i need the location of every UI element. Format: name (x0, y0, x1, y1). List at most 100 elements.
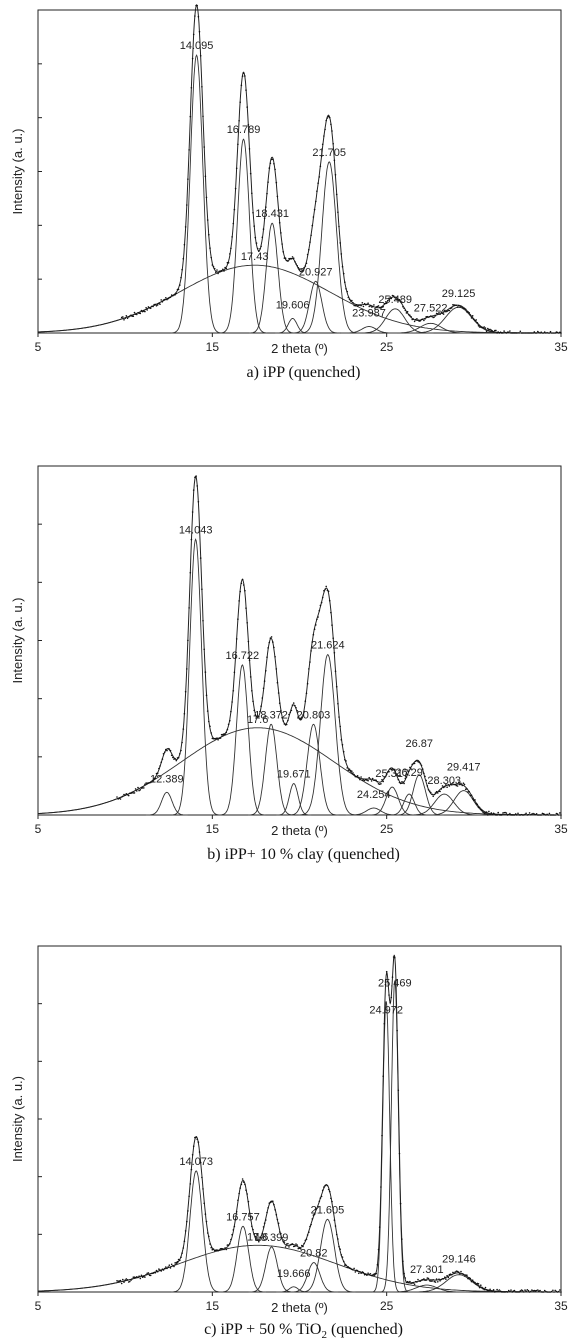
data-point (301, 269, 303, 271)
data-point (289, 711, 292, 714)
data-point (299, 718, 302, 720)
data-point (447, 783, 450, 786)
data-point (149, 781, 152, 784)
data-point (190, 538, 193, 541)
data-point (217, 272, 219, 275)
peak-label: 24.972 (369, 1004, 403, 1016)
data-point (401, 301, 403, 303)
data-point (524, 332, 526, 334)
data-point (417, 760, 419, 763)
data-point (471, 315, 474, 317)
data-point (151, 305, 153, 308)
data-point (287, 260, 289, 262)
data-point (319, 604, 322, 607)
data-point (439, 790, 441, 793)
data-point (496, 332, 498, 334)
data-point (305, 692, 308, 695)
data-point (523, 1291, 525, 1293)
data-point (516, 814, 518, 816)
data-point (301, 716, 303, 718)
data-point (540, 1291, 542, 1293)
data-point (147, 1272, 150, 1274)
data-point (403, 307, 405, 310)
data-point (137, 786, 139, 789)
data-point (462, 1273, 465, 1276)
data-point (295, 1243, 297, 1245)
data-point (149, 307, 152, 310)
data-point (305, 262, 308, 265)
panel-caption: b) iPP+ 10 % clay (quenched) (207, 846, 400, 863)
data-point (348, 768, 351, 770)
data-point (491, 1290, 494, 1292)
x-tick-label: 15 (206, 822, 220, 836)
data-point (125, 793, 128, 795)
peak-label: 14.095 (180, 40, 214, 52)
data-point (499, 331, 502, 334)
data-point (549, 814, 552, 816)
peak-label: 19.606 (276, 299, 310, 311)
data-point (421, 1278, 424, 1281)
data-point (339, 242, 342, 244)
data-point (560, 332, 562, 334)
data-point (189, 115, 192, 118)
data-point (197, 501, 200, 503)
peak-label: 23.987 (352, 308, 386, 320)
data-point (330, 1197, 332, 1200)
data-point (116, 1280, 118, 1282)
data-point (442, 313, 445, 315)
data-point (155, 772, 158, 775)
data-point (468, 312, 471, 314)
fitted-peak (276, 783, 312, 816)
data-point (513, 1289, 516, 1292)
data-point (394, 957, 396, 959)
fitted-peak (288, 723, 339, 816)
data-point (211, 1248, 214, 1251)
data-point (297, 715, 300, 718)
data-point (434, 315, 437, 317)
data-point (129, 1280, 131, 1283)
data-point (292, 702, 295, 704)
data-point (330, 123, 332, 126)
data-point (154, 303, 157, 306)
data-point (306, 1234, 309, 1236)
data-point (288, 257, 290, 260)
data-point (273, 1203, 275, 1206)
data-point (487, 814, 489, 816)
data-point (249, 676, 252, 678)
data-point (270, 158, 273, 161)
data-point (216, 737, 218, 739)
halo-label: 17.6 (247, 714, 268, 726)
data-point (396, 1029, 398, 1032)
data-point (263, 680, 266, 682)
data-point (520, 332, 523, 334)
data-point (141, 1276, 144, 1278)
data-point (197, 15, 200, 18)
data-point (285, 259, 288, 262)
xrd-panel-3: 5 15 25 35 2 theta (º) Intensity (a. u.) c) iP… (10, 945, 568, 1341)
data-point (263, 217, 266, 220)
data-point (405, 776, 408, 778)
data-point (197, 1141, 200, 1143)
data-point (375, 306, 378, 308)
data-point (117, 1280, 119, 1282)
data-point (186, 668, 188, 670)
data-point (192, 1145, 195, 1147)
data-point (503, 1291, 505, 1293)
data-point (339, 725, 342, 728)
data-point (516, 332, 518, 334)
fitted-peak (388, 793, 431, 816)
data-point (240, 84, 243, 87)
data-point (359, 1270, 361, 1273)
data-point (309, 661, 311, 663)
data-point (507, 331, 510, 334)
data-point (438, 312, 440, 314)
data-point (533, 331, 536, 333)
data-point (494, 813, 496, 815)
data-point (284, 1246, 287, 1248)
data-point (325, 1184, 328, 1186)
data-point (174, 293, 176, 296)
x-axis-label: 2 theta (º) (271, 823, 328, 838)
data-point (132, 315, 135, 318)
halo-label: 17.43 (241, 251, 269, 263)
data-point (277, 209, 280, 212)
